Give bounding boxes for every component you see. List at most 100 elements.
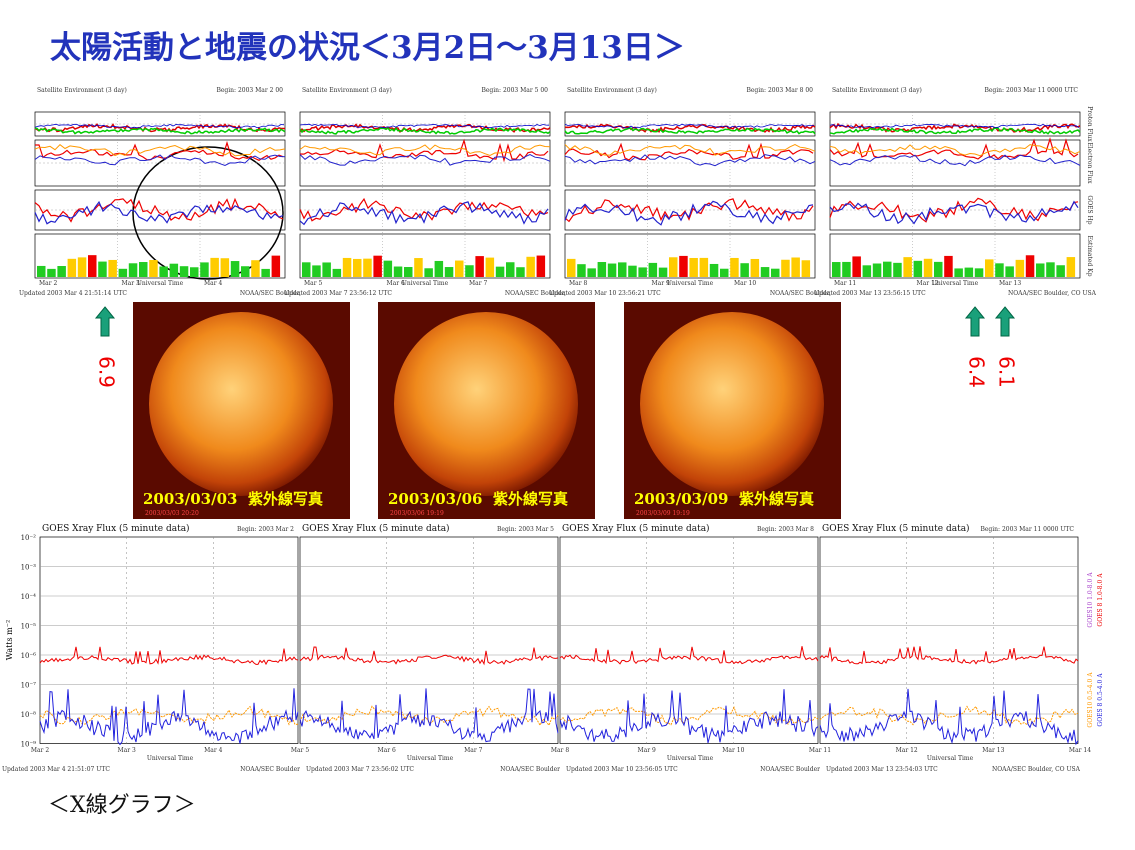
kp-bar [322, 262, 331, 277]
updated-note: Updated 2003 Mar 4 21:51:14 UTC [19, 290, 127, 297]
xray-frame [39, 536, 299, 744]
x-tick-label: Mar 3 [118, 747, 136, 754]
kp-bar [444, 267, 454, 277]
x-tick-label: Mar 5 [291, 747, 309, 754]
proton-trace [34, 127, 286, 135]
hp-trace [564, 198, 814, 223]
panel-header: Satellite Environment (3 day) [832, 87, 922, 94]
xray-updated: Updated 2003 Mar 7 23:56:02 UTC [306, 766, 414, 773]
kp-bar [903, 257, 912, 277]
proton-trace [829, 123, 1080, 129]
kp-bar [465, 265, 474, 277]
x-tick-label: Mar 2 [31, 747, 49, 754]
kp-bar [383, 260, 393, 277]
kp-bar [302, 262, 311, 277]
x-tick-label: Mar 11 [809, 747, 831, 754]
y-tick-label: 10⁻³ [21, 564, 37, 572]
side-label: Electron Flux [1086, 142, 1093, 184]
kp-bar [750, 258, 760, 277]
xray-header: GOES Xray Flux (5 minute data) [42, 523, 190, 534]
x-tick-label: Mar 12 [896, 747, 918, 754]
kp-bar [57, 266, 66, 277]
credit-note: NOAA/SEC Boulder, [770, 290, 831, 297]
proton-trace [34, 123, 285, 129]
footer-label: ＜X線グラフ＞ [48, 793, 196, 818]
xray-short-trace [39, 705, 299, 726]
earthquake-magnitude: 6.4 [965, 356, 989, 388]
electron-trace [564, 154, 816, 167]
x-tick-label: Mar 12 [917, 280, 939, 287]
x-tick-label: Mar 13 [982, 747, 1004, 754]
kp-bar [342, 257, 352, 277]
sun-caption-label: 紫外線写真 [739, 490, 814, 508]
kp-bar [852, 256, 861, 277]
proton-trace [299, 127, 551, 135]
panel-header: Satellite Environment (3 day) [37, 87, 127, 94]
panel-begin: Begin: 2003 Mar 11 0000 UTC [984, 87, 1078, 94]
proton-trace [299, 123, 550, 129]
xray-x-label: Universal Time [667, 755, 714, 762]
side-label: Proton Flux [1086, 106, 1093, 142]
kp-bar [67, 258, 77, 277]
kp-bar [373, 255, 382, 277]
subplot-frame [34, 233, 286, 279]
sun-caption-label: 紫外線写真 [493, 490, 568, 508]
xray-x-label: Universal Time [407, 755, 454, 762]
electron-trace [34, 154, 286, 167]
kp-bar [230, 261, 240, 277]
subplot-frame [299, 233, 551, 279]
electron-trace [34, 144, 286, 157]
xray-updated: Updated 2003 Mar 13 23:54:03 UTC [826, 766, 938, 773]
kp-bar [954, 268, 963, 277]
hp-trace [564, 200, 814, 226]
xray-frame [819, 536, 1079, 744]
x-tick-label: Mar 9 [652, 280, 670, 287]
kp-bar [985, 259, 994, 277]
xray-header: GOES Xray Flux (5 minute data) [822, 523, 970, 534]
kp-bar [669, 257, 678, 277]
kp-bar [1005, 266, 1014, 277]
kp-bar [393, 266, 403, 277]
kp-bar [1025, 255, 1035, 277]
electron-trace [299, 154, 551, 166]
legend-entry: GOES 8 1.0-8.0 A [1097, 573, 1104, 627]
kp-bar [872, 263, 882, 277]
xray-long-trace [559, 646, 819, 665]
electron-trace [829, 154, 1081, 167]
kp-bar [923, 258, 933, 277]
kp-bar [251, 260, 260, 277]
xray-frame [559, 536, 819, 744]
x-tick-label: Mar 11 [834, 280, 856, 287]
panel-begin: Begin: 2003 Mar 8 00 [746, 87, 813, 94]
kp-bar [404, 267, 413, 277]
panel-begin: Begin: 2003 Mar 2 00 [216, 87, 283, 94]
electron-trace [299, 138, 549, 163]
xray-short-trace [819, 705, 1079, 726]
xray-header: GOES Xray Flux (5 minute data) [562, 523, 710, 534]
x-axis-label: Universal Time [932, 280, 979, 287]
highlight-circle [132, 146, 284, 280]
electron-trace [829, 144, 1081, 157]
x-tick-label: Mar 10 [722, 747, 744, 754]
x-tick-label: Mar 2 [39, 280, 57, 287]
kp-bar [597, 262, 607, 277]
kp-bar [77, 257, 87, 277]
kp-bar [648, 262, 658, 277]
sun-caption-date: 2003/03/06 [388, 490, 482, 508]
earthquake-arrow [964, 306, 986, 337]
y-tick-label: 10⁻⁹ [21, 741, 37, 749]
kp-bar [628, 265, 637, 277]
xray-begin: Begin: 2003 Mar 11 0000 UTC [980, 526, 1074, 533]
electron-trace [829, 137, 1079, 160]
side-label: Estimated Kp [1086, 235, 1093, 276]
kp-bar [47, 268, 56, 277]
kp-bar [200, 262, 209, 277]
x-tick-label: Mar 7 [464, 747, 482, 754]
electron-trace [299, 144, 551, 157]
kp-bar [893, 262, 902, 277]
subplot-frame [564, 233, 816, 279]
kp-bar [862, 265, 872, 277]
x-tick-label: Mar 6 [387, 280, 405, 287]
kp-bar [689, 257, 698, 277]
